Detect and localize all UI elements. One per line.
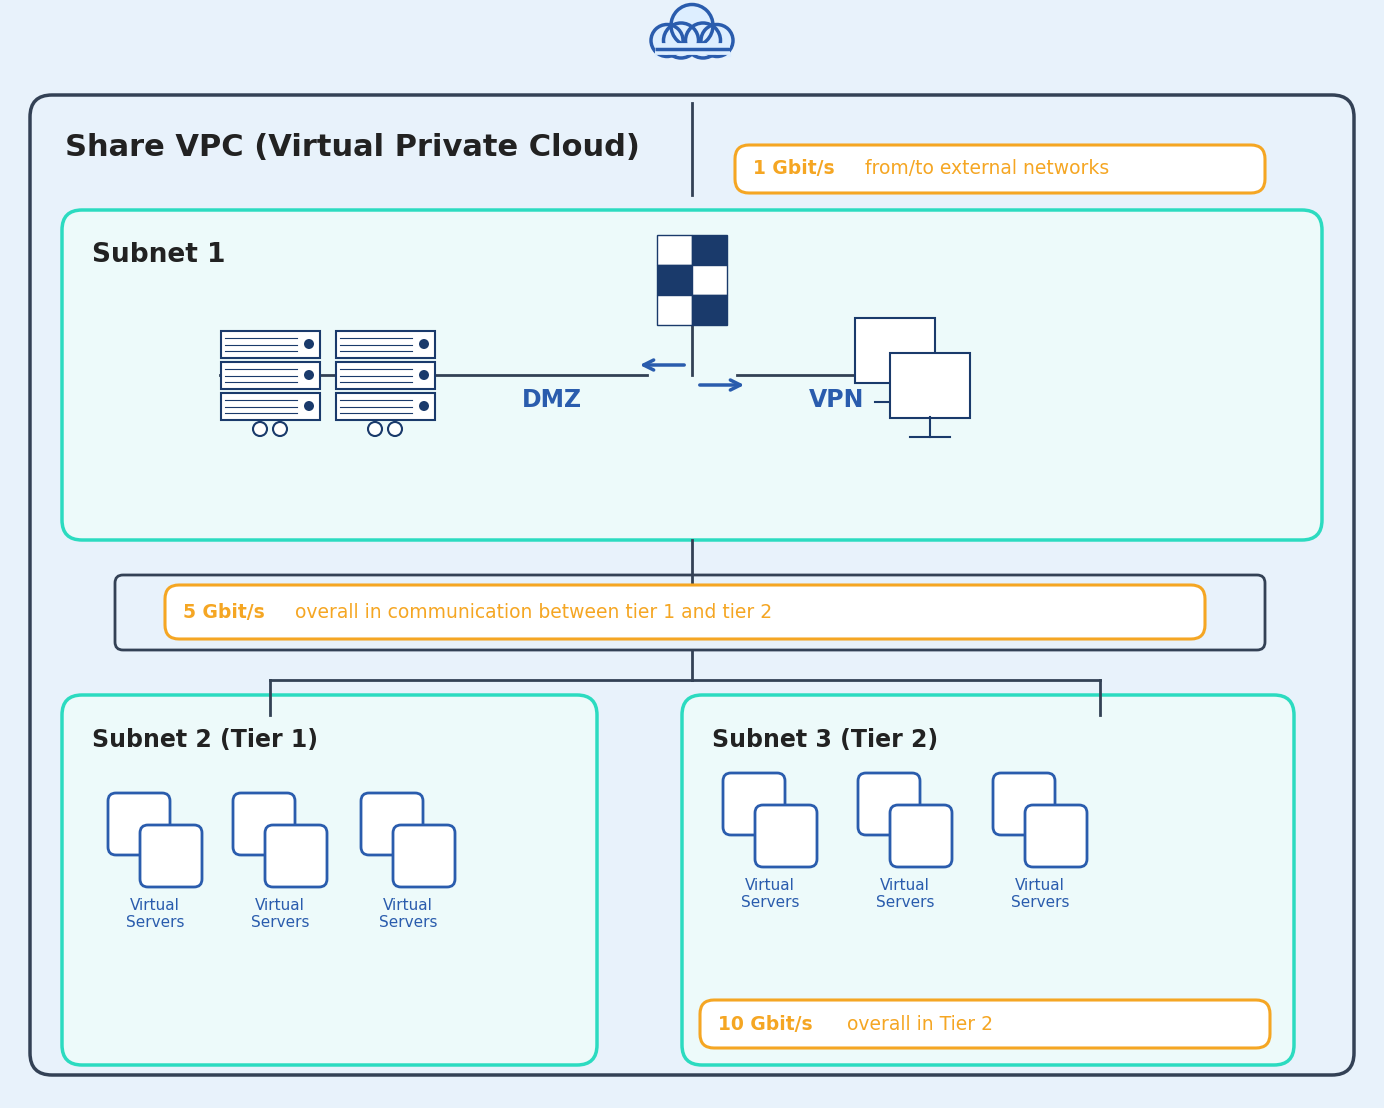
Text: VPN: VPN bbox=[810, 388, 865, 412]
FancyBboxPatch shape bbox=[1026, 806, 1086, 866]
FancyBboxPatch shape bbox=[992, 773, 1055, 835]
FancyBboxPatch shape bbox=[264, 825, 327, 888]
FancyBboxPatch shape bbox=[108, 793, 170, 855]
Text: 1 Gbit/s: 1 Gbit/s bbox=[753, 160, 835, 178]
Circle shape bbox=[304, 370, 314, 380]
Bar bbox=[657, 265, 692, 295]
Circle shape bbox=[702, 24, 734, 57]
FancyBboxPatch shape bbox=[393, 825, 455, 888]
Text: Virtual
Servers: Virtual Servers bbox=[876, 878, 934, 911]
Bar bbox=[336, 393, 435, 420]
Circle shape bbox=[273, 422, 286, 437]
Text: Subnet 2 (Tier 1): Subnet 2 (Tier 1) bbox=[91, 728, 318, 752]
Text: DMZ: DMZ bbox=[522, 388, 583, 412]
FancyBboxPatch shape bbox=[700, 1001, 1271, 1048]
Circle shape bbox=[388, 422, 401, 437]
FancyBboxPatch shape bbox=[140, 825, 202, 888]
Text: Subnet 1: Subnet 1 bbox=[91, 242, 226, 268]
Bar bbox=[657, 295, 692, 325]
Text: from/to external networks: from/to external networks bbox=[859, 160, 1109, 178]
Bar bbox=[336, 331, 435, 358]
Bar bbox=[221, 331, 320, 358]
Circle shape bbox=[253, 422, 267, 437]
Text: Virtual
Servers: Virtual Servers bbox=[1010, 878, 1070, 911]
Bar bbox=[692, 265, 727, 295]
Bar bbox=[692, 295, 727, 325]
Circle shape bbox=[368, 422, 382, 437]
Text: 5 Gbit/s: 5 Gbit/s bbox=[183, 603, 264, 622]
FancyBboxPatch shape bbox=[62, 695, 597, 1065]
Text: overall in communication between tier 1 and tier 2: overall in communication between tier 1 … bbox=[289, 603, 772, 622]
FancyBboxPatch shape bbox=[756, 806, 817, 866]
FancyBboxPatch shape bbox=[890, 806, 952, 866]
Text: Virtual
Servers: Virtual Servers bbox=[126, 897, 184, 931]
Bar bbox=[890, 353, 970, 418]
Circle shape bbox=[419, 401, 429, 411]
Text: Share VPC (Virtual Private Cloud): Share VPC (Virtual Private Cloud) bbox=[65, 133, 639, 162]
FancyBboxPatch shape bbox=[858, 773, 920, 835]
Text: Virtual
Servers: Virtual Servers bbox=[379, 897, 437, 931]
FancyBboxPatch shape bbox=[735, 145, 1265, 193]
Bar bbox=[855, 318, 936, 383]
Circle shape bbox=[663, 23, 699, 58]
FancyBboxPatch shape bbox=[682, 695, 1294, 1065]
FancyBboxPatch shape bbox=[115, 575, 1265, 650]
Bar bbox=[336, 362, 435, 389]
FancyBboxPatch shape bbox=[722, 773, 785, 835]
Bar bbox=[657, 235, 692, 265]
Bar bbox=[221, 362, 320, 389]
Text: Virtual
Servers: Virtual Servers bbox=[740, 878, 799, 911]
Circle shape bbox=[304, 401, 314, 411]
Circle shape bbox=[304, 339, 314, 349]
Circle shape bbox=[419, 370, 429, 380]
Text: Subnet 3 (Tier 2): Subnet 3 (Tier 2) bbox=[711, 728, 938, 752]
Circle shape bbox=[419, 339, 429, 349]
FancyBboxPatch shape bbox=[233, 793, 295, 855]
FancyBboxPatch shape bbox=[165, 585, 1205, 639]
FancyBboxPatch shape bbox=[62, 211, 1322, 540]
Circle shape bbox=[650, 24, 682, 57]
FancyBboxPatch shape bbox=[361, 793, 424, 855]
FancyBboxPatch shape bbox=[30, 95, 1354, 1075]
Text: overall in Tier 2: overall in Tier 2 bbox=[841, 1015, 992, 1034]
Text: 10 Gbit/s: 10 Gbit/s bbox=[718, 1015, 812, 1034]
Circle shape bbox=[685, 23, 721, 58]
Text: Virtual
Servers: Virtual Servers bbox=[251, 897, 309, 931]
Circle shape bbox=[671, 4, 713, 47]
Bar bbox=[221, 393, 320, 420]
Bar bbox=[692, 235, 727, 265]
